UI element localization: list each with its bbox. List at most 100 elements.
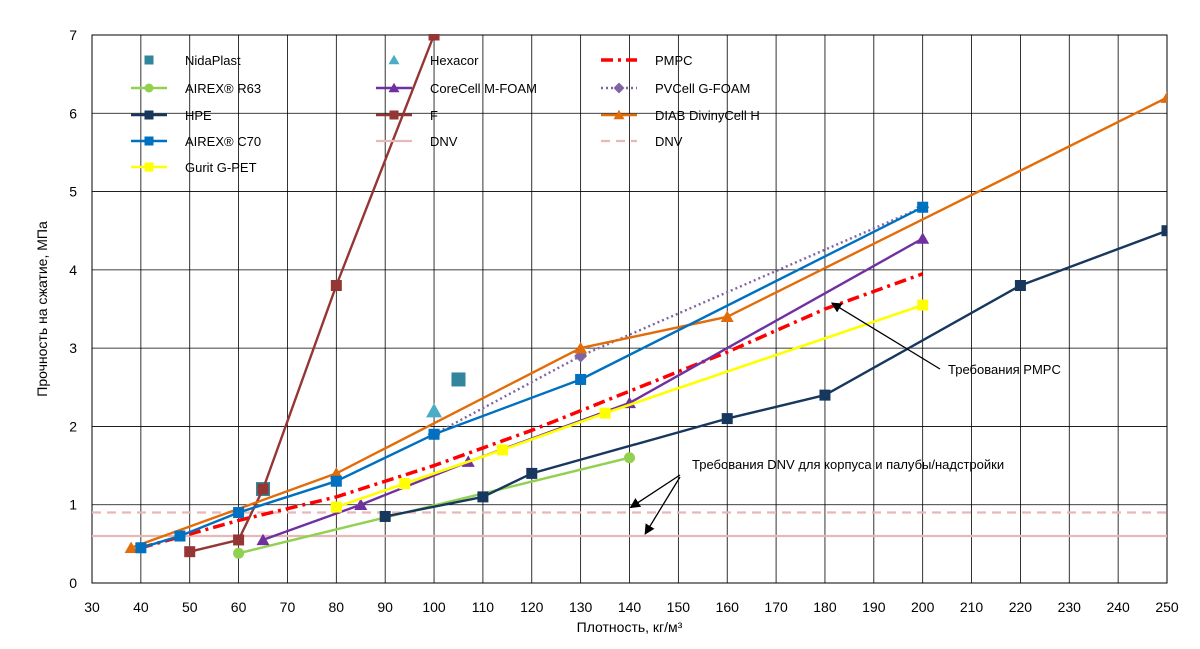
- series-f: [184, 34, 440, 558]
- data-point-corecell-m-foam: [256, 533, 270, 546]
- legend-item-hexacor: Hexacor: [388, 53, 479, 68]
- x-tick-label: 90: [377, 599, 393, 615]
- y-tick-label: 0: [69, 575, 77, 591]
- x-tick-label: 80: [329, 599, 345, 615]
- x-axis-ticks: 30 40 50 60 70 80 90 100 110 120 130 140 150 160 170 18…: [84, 599, 1179, 615]
- legend: NidaPlast Hexacor PMPC AIREX® R63 CoreCell M…: [131, 53, 760, 175]
- data-point-diab-divinycell-h: [574, 341, 588, 354]
- y-tick-label: 6: [69, 105, 77, 121]
- x-tick-label: 240: [1106, 599, 1130, 615]
- data-point-airex-c70: [135, 542, 147, 554]
- legend-label: PMPC: [655, 53, 693, 68]
- y-tick-label: 2: [69, 418, 77, 434]
- x-tick-label: 30: [84, 599, 100, 615]
- legend-item-dnv: DNV: [601, 134, 683, 149]
- data-point-hpe: [1161, 225, 1167, 237]
- x-tick-label: 190: [862, 599, 886, 615]
- data-point-hpe: [721, 413, 733, 425]
- data-point-gurit-g-pet: [917, 299, 929, 311]
- data-point-gurit-g-pet: [599, 407, 611, 419]
- legend-swatch-marker: [144, 55, 154, 65]
- data-point-hexacor: [426, 403, 443, 418]
- legend-label: F: [430, 108, 438, 123]
- data-point-diab-divinycell-h: [124, 541, 138, 553]
- x-tick-label: 170: [764, 599, 788, 615]
- x-tick-label: 50: [182, 599, 198, 615]
- data-point-f: [184, 546, 196, 558]
- data-point-f: [428, 34, 440, 41]
- x-axis-title: Плотность, кг/м³: [577, 619, 683, 635]
- x-tick-label: 230: [1058, 599, 1082, 615]
- series-hpe: [379, 225, 1167, 522]
- x-tick-label: 150: [667, 599, 691, 615]
- legend-swatch-marker: [144, 136, 154, 146]
- data-point-hpe: [526, 467, 538, 479]
- legend-item-airex-c70: AIREX® C70: [131, 134, 261, 149]
- legend-item-airex-r63: AIREX® R63: [131, 81, 261, 96]
- data-point-gurit-g-pet: [399, 478, 411, 490]
- x-tick-label: 140: [618, 599, 642, 615]
- legend-swatch-marker: [388, 54, 400, 65]
- legend-label: CoreCell M-FOAM: [430, 81, 537, 96]
- x-tick-label: 110: [472, 599, 495, 615]
- y-tick-label: 7: [69, 27, 77, 43]
- data-point-gurit-g-pet: [330, 501, 342, 513]
- legend-item-gurit-g-pet: Gurit G-PET: [131, 160, 257, 175]
- legend-swatch-marker: [388, 82, 400, 93]
- y-tick-label: 3: [69, 340, 77, 356]
- data-point-airex-c70: [330, 475, 342, 487]
- x-tick-label: 60: [231, 599, 247, 615]
- series-layer: [92, 34, 1167, 559]
- annotations: Требования PMPC Требования DNV для корпус…: [629, 302, 1061, 535]
- legend-label: DNV: [430, 134, 458, 149]
- legend-swatch-marker: [389, 110, 399, 120]
- data-point-hpe: [1014, 280, 1026, 292]
- data-point-diab-divinycell-h: [720, 310, 734, 323]
- x-tick-label: 200: [911, 599, 935, 615]
- legend-item-dnv: DNV: [376, 134, 458, 149]
- data-point-gurit-g-pet: [496, 444, 508, 456]
- legend-swatch-marker: [144, 162, 154, 172]
- x-tick-label: 40: [133, 599, 149, 615]
- x-tick-label: 130: [569, 599, 593, 615]
- data-point-airex-r63: [233, 547, 245, 559]
- x-tick-label: 180: [813, 599, 837, 615]
- legend-label: Gurit G-PET: [185, 160, 257, 175]
- legend-label: DNV: [655, 134, 683, 149]
- grid: [91, 34, 1168, 584]
- data-point-f: [233, 534, 245, 546]
- legend-swatch-marker: [144, 110, 154, 120]
- series-corecell-m-foam: [256, 232, 930, 546]
- data-point-airex-c70: [917, 201, 929, 213]
- legend-item-nidaplast: NidaPlast: [144, 53, 241, 68]
- legend-label: AIREX® C70: [185, 134, 261, 149]
- annotation-dnv-arrow-solid: [644, 476, 681, 535]
- y-axis-title: Прочность на сжатие, МПа: [34, 221, 50, 397]
- legend-label: NidaPlast: [185, 53, 241, 68]
- x-tick-label: 220: [1009, 599, 1033, 615]
- data-point-airex-c70: [575, 373, 587, 385]
- series-line-diab-divinycell-h: [130, 96, 1167, 549]
- legend-label: HPE: [185, 108, 212, 123]
- legend-item-f: F: [376, 108, 438, 123]
- legend-item-hpe: HPE: [131, 108, 212, 123]
- x-tick-label: 120: [520, 599, 544, 615]
- data-point-airex-c70: [428, 428, 440, 440]
- series-hexacor: [426, 403, 443, 418]
- plot-frame: [91, 34, 1168, 584]
- data-point-f: [330, 280, 342, 292]
- series-line-corecell-m-foam: [262, 237, 924, 542]
- legend-item-pmpc: PMPC: [601, 53, 693, 68]
- x-tick-label: 160: [716, 599, 740, 615]
- legend-swatch-marker: [144, 83, 154, 93]
- series-airex-c70: [135, 201, 929, 554]
- y-tick-label: 5: [69, 184, 77, 200]
- data-point-airex-c70: [174, 530, 186, 542]
- y-axis-ticks: 0 1 2 3 4 5 6 7: [69, 27, 77, 591]
- series-diab-divinycell-h: [124, 91, 1167, 553]
- data-point-f: [257, 483, 269, 495]
- legend-label: Hexacor: [430, 53, 479, 68]
- annotation-dnv-text: Требования DNV для корпуса и палубы/надс…: [692, 457, 1004, 472]
- legend-item-diab-divinycell-h: DIAB DivinyCell H: [601, 108, 760, 123]
